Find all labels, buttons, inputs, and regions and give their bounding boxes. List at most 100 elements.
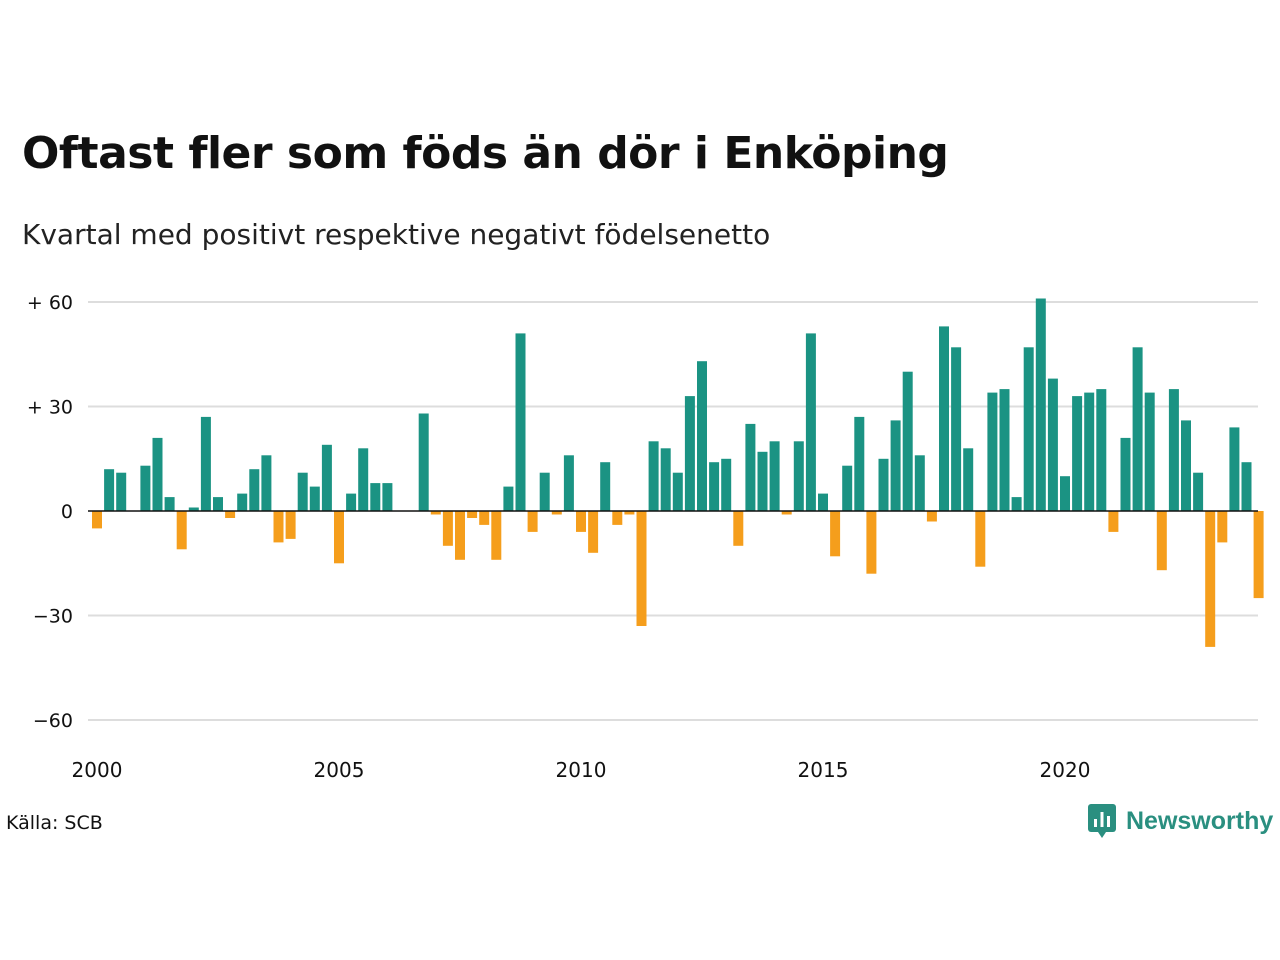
- bar-negative: [975, 511, 986, 567]
- bar-positive: [237, 493, 248, 511]
- bar-positive: [164, 497, 175, 511]
- bar-negative: [1108, 511, 1119, 532]
- bar-negative: [467, 511, 478, 518]
- y-tick-label: + 60: [27, 292, 73, 314]
- bar-negative: [830, 511, 841, 557]
- bar-positive: [309, 486, 320, 511]
- bar-positive: [1096, 389, 1107, 511]
- x-tick-label: 2005: [314, 758, 365, 782]
- source-note: Källa: SCB: [6, 812, 103, 834]
- chart-subtitle: Kvartal med positivt respektive negativt…: [22, 218, 771, 251]
- bar-negative: [527, 511, 538, 532]
- bar-positive: [793, 441, 804, 511]
- bar-positive: [1047, 378, 1058, 511]
- x-tick-label: 2010: [556, 758, 607, 782]
- x-tick-label: 2000: [72, 758, 123, 782]
- bar-negative: [455, 511, 465, 560]
- bar-positive: [539, 472, 550, 511]
- bar-positive: [116, 472, 127, 511]
- bar-positive: [346, 493, 357, 511]
- y-tick-label: −30: [33, 606, 73, 628]
- bar-positive: [914, 455, 925, 511]
- x-tick-label: 2015: [798, 758, 849, 782]
- y-tick-label: + 30: [27, 397, 73, 419]
- bar-negative: [1156, 511, 1167, 571]
- bar-positive: [104, 469, 115, 511]
- bar-positive: [805, 333, 816, 511]
- bar-positive: [757, 451, 768, 511]
- bar-positive: [297, 472, 308, 511]
- bar-negative: [1253, 511, 1264, 599]
- bar-positive: [902, 371, 913, 511]
- bar-negative: [551, 511, 562, 515]
- bar-positive: [418, 413, 429, 511]
- bar-positive: [1035, 298, 1046, 511]
- bar-positive: [939, 326, 949, 511]
- bar-positive: [1011, 497, 1022, 511]
- bar-negative: [225, 511, 236, 518]
- bar-positive: [152, 437, 163, 511]
- bar-positive: [878, 458, 889, 512]
- bar-negative: [576, 511, 586, 532]
- bar-positive: [261, 455, 272, 511]
- bar-negative: [588, 511, 599, 553]
- bar-positive: [854, 416, 865, 511]
- bar-positive: [721, 458, 732, 512]
- bar-positive: [563, 455, 574, 511]
- bar-positive: [1084, 392, 1095, 511]
- bar-positive: [140, 465, 151, 511]
- bar-positive: [370, 483, 381, 511]
- bar-positive: [1229, 427, 1240, 511]
- bar-negative: [866, 511, 877, 574]
- bar-positive: [213, 497, 223, 511]
- bar-positive: [987, 392, 998, 511]
- bar-positive: [1241, 462, 1252, 511]
- bar-positive: [1120, 437, 1131, 511]
- brand-name: Newsworthy: [1126, 806, 1274, 835]
- bar-positive: [648, 441, 659, 511]
- bar-negative: [176, 511, 187, 550]
- bar-negative: [92, 511, 102, 529]
- bar-positive: [999, 389, 1010, 511]
- bar-positive: [745, 423, 756, 511]
- bar-positive: [600, 462, 611, 511]
- bar-positive: [697, 361, 707, 511]
- bar-positive: [1072, 396, 1083, 511]
- y-tick-label: 0: [61, 501, 73, 523]
- bar-positive: [1168, 389, 1179, 511]
- x-tick-label: 2020: [1040, 758, 1091, 782]
- bar-positive: [515, 333, 526, 511]
- bar-negative: [926, 511, 937, 522]
- bar-positive: [769, 441, 780, 511]
- bar-positive: [1023, 347, 1034, 511]
- bar-positive: [890, 420, 901, 511]
- bar-positive: [1132, 347, 1143, 511]
- bar-positive: [321, 444, 332, 511]
- bar-negative: [430, 511, 441, 515]
- bar-negative: [442, 511, 453, 546]
- bar-negative: [491, 511, 502, 560]
- bar-positive: [684, 396, 695, 511]
- bar-positive: [503, 486, 514, 511]
- newsworthy-logo: Newsworthy: [1088, 804, 1273, 838]
- bar-positive: [188, 507, 199, 511]
- bar-positive: [249, 469, 260, 511]
- bar-negative: [636, 511, 647, 626]
- bar-negative: [479, 511, 490, 525]
- bar-negative: [273, 511, 284, 543]
- bar-positive: [1144, 392, 1155, 511]
- bar-positive: [672, 472, 683, 511]
- bar-positive: [951, 347, 962, 511]
- bar-positive: [709, 462, 720, 511]
- bar-positive: [842, 465, 853, 511]
- y-tick-label: −60: [33, 710, 73, 732]
- bar-negative: [624, 511, 635, 515]
- bar-negative: [733, 511, 744, 546]
- bar-positive: [358, 448, 369, 511]
- bar-negative: [612, 511, 623, 525]
- bar-positive: [1060, 476, 1070, 511]
- bar-negative: [1205, 511, 1216, 647]
- bar-positive: [382, 483, 393, 511]
- bar-negative: [781, 511, 792, 515]
